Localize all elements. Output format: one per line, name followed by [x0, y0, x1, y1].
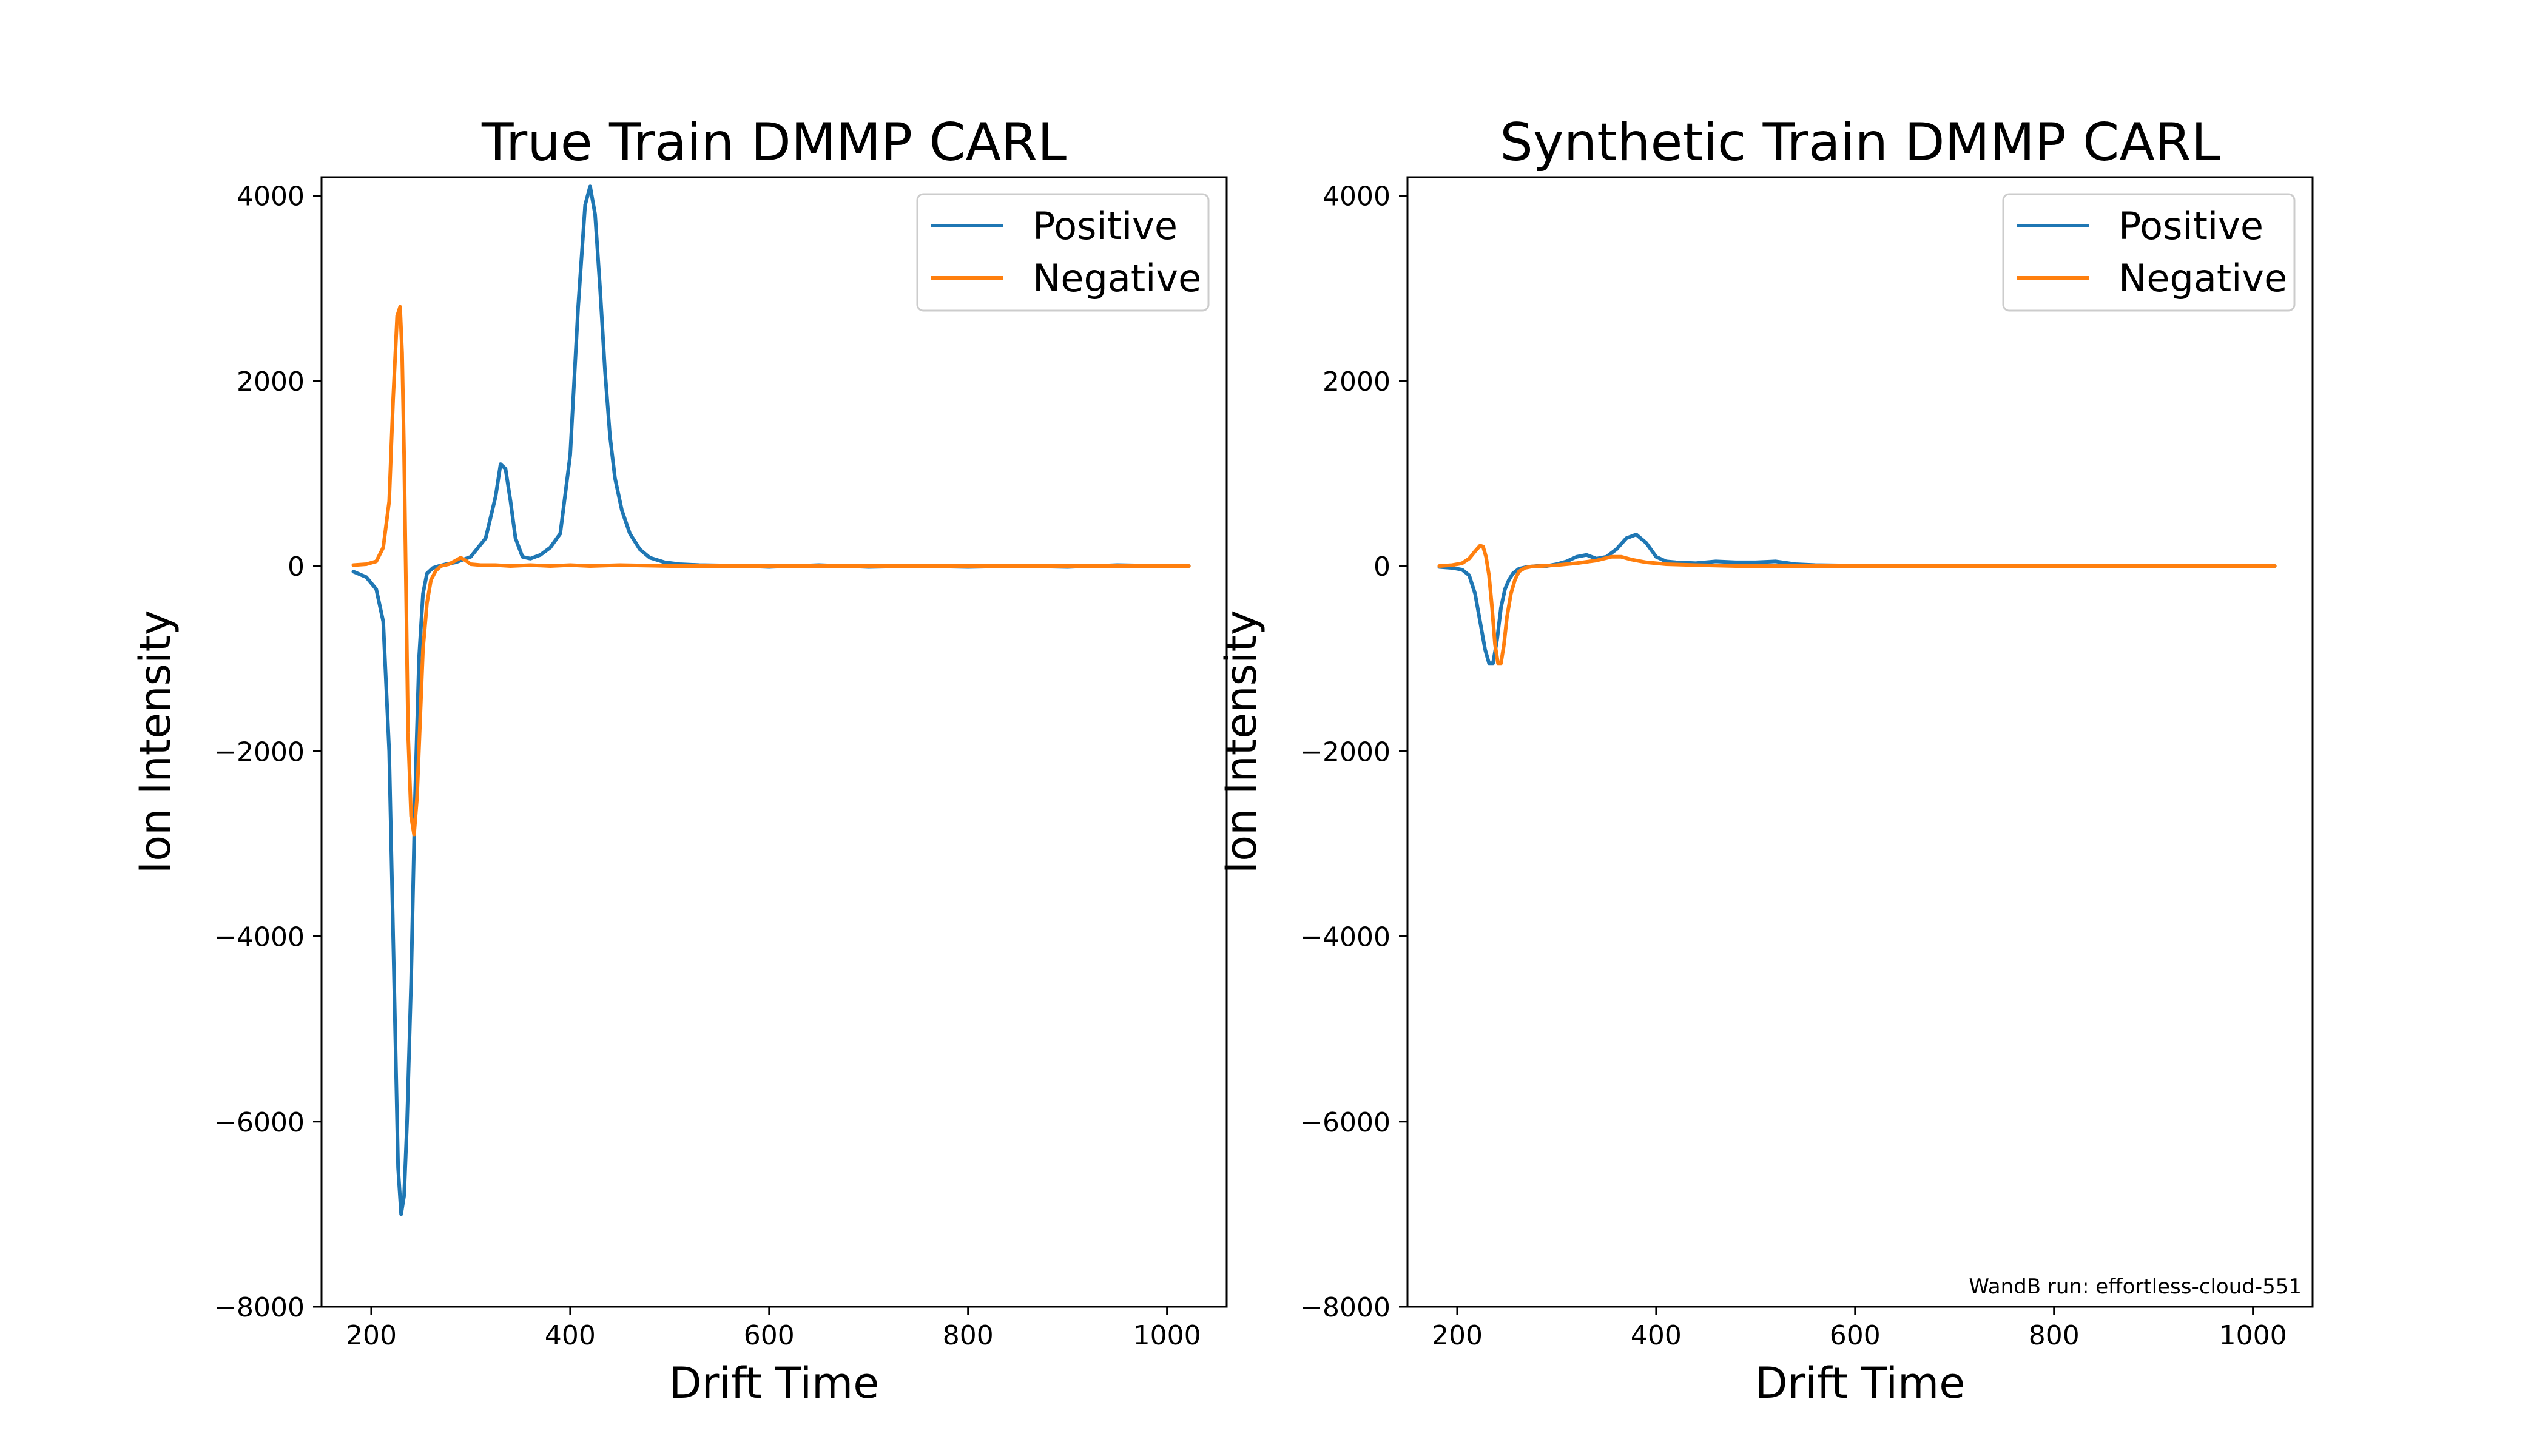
x-tick-label: 600: [1830, 1320, 1881, 1351]
legend-label-positive: Positive: [2118, 204, 2263, 248]
legend-box: [916, 193, 1210, 312]
x-tick-label: 1000: [2219, 1320, 2287, 1351]
y-tick-label: 0: [1373, 551, 1390, 582]
x-tick-label: 1000: [1133, 1320, 1201, 1351]
y-tick-label: 4000: [1323, 181, 1390, 212]
plot-frame: [320, 176, 1228, 1308]
series-line-negative: [351, 305, 1191, 837]
y-tick-label: −4000: [1300, 922, 1390, 953]
y-tick-label: −6000: [214, 1107, 305, 1138]
x-axis-label: Drift Time: [1755, 1358, 1966, 1408]
chart-title: True Train DMMP CARL: [481, 112, 1067, 173]
true-train-chart: 200 400 600 800 1000 −8000 −6000 −4000 −2000 0 200…: [130, 112, 1228, 1408]
y-axis-label: Ion Intensity: [1216, 610, 1266, 874]
x-tick-label: 200: [1432, 1320, 1483, 1351]
y-tick-label: 0: [288, 551, 305, 582]
x-tick-label: 200: [346, 1320, 397, 1351]
y-tick-label: 4000: [237, 181, 305, 212]
chart-title: Synthetic Train DMMP CARL: [1500, 112, 2220, 173]
y-tick-label: −6000: [1300, 1107, 1390, 1138]
y-tick-label: −4000: [214, 922, 305, 953]
x-tick-label: 600: [744, 1320, 795, 1351]
x-tick-label: 400: [545, 1320, 596, 1351]
synthetic-train-chart: 200 400 600 800 1000 −8000 −6000 −4000 −2000 0 200…: [1216, 112, 2314, 1408]
y-tick-label: 2000: [1323, 366, 1390, 397]
x-axis-label: Drift Time: [669, 1358, 880, 1408]
y-axis-label: Ion Intensity: [130, 610, 180, 874]
y-tick-label: 2000: [237, 366, 305, 397]
legend-label-positive: Positive: [1033, 204, 1178, 248]
x-tick-label: 800: [2029, 1320, 2080, 1351]
legend: Positive Negative: [2002, 193, 2296, 312]
legend-box: [2002, 193, 2296, 312]
legend-label-negative: Negative: [2118, 256, 2287, 300]
legend: Positive Negative: [916, 193, 1210, 312]
wandb-run-annotation: WandB run: effortless-cloud-551: [1969, 1275, 2302, 1299]
series-line-negative: [1437, 544, 2277, 666]
legend-label-negative: Negative: [1033, 256, 1201, 300]
x-tick-label: 800: [943, 1320, 994, 1351]
y-tick-label: −8000: [214, 1292, 305, 1323]
y-tick-label: −8000: [1300, 1292, 1390, 1323]
x-tick-label: 400: [1631, 1320, 1682, 1351]
y-tick-label: −2000: [1300, 736, 1390, 767]
plot-frame: [1406, 176, 2314, 1308]
y-tick-label: −2000: [214, 736, 305, 767]
